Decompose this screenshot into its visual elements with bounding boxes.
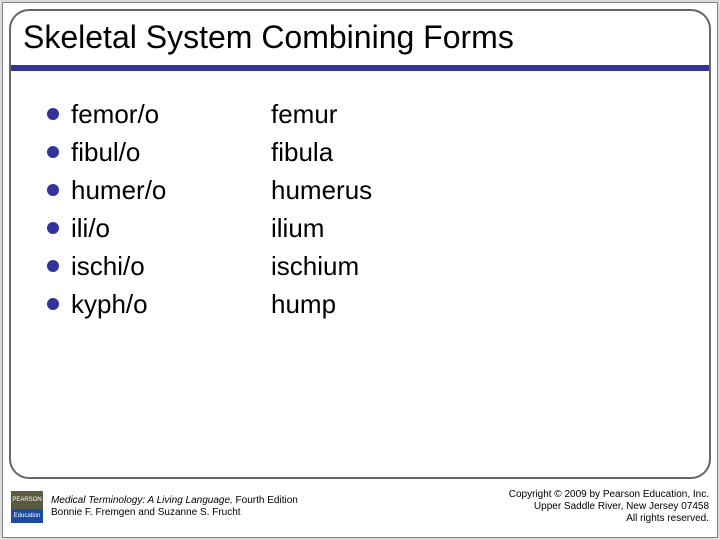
- list-item: humerus: [271, 171, 372, 209]
- bullet-icon: [47, 260, 59, 272]
- bullet-icon: [47, 146, 59, 158]
- list-item: kyph/o: [47, 285, 211, 323]
- list-item: fibula: [271, 133, 372, 171]
- bullet-icon: [47, 298, 59, 310]
- term-text: ili/o: [71, 213, 211, 244]
- list-item: ischi/o: [47, 247, 211, 285]
- term-text: kyph/o: [71, 289, 211, 320]
- logo-top-text: PEARSON: [11, 491, 43, 509]
- list-item: femur: [271, 95, 372, 133]
- logo-bottom-text: Education: [11, 509, 43, 523]
- list-item: humer/o: [47, 171, 211, 209]
- meaning-text: hump: [271, 289, 336, 320]
- slide: Skeletal System Combining Forms femor/o …: [2, 2, 718, 538]
- footer: PEARSON Education Medical Terminology: A…: [11, 483, 709, 531]
- bullet-icon: [47, 108, 59, 120]
- term-text: fibul/o: [71, 137, 211, 168]
- citation-authors: Bonnie F. Fremgen and Suzanne S. Frucht: [51, 507, 298, 519]
- meaning-text: ilium: [271, 213, 324, 244]
- list-item: ilium: [271, 209, 372, 247]
- term-text: ischi/o: [71, 251, 211, 282]
- title-underline: [11, 65, 709, 71]
- copyright-line: Upper Saddle River, New Jersey 07458: [509, 501, 709, 513]
- meanings-column: femur fibula humerus ilium ischium hump: [271, 95, 372, 323]
- bullet-icon: [47, 222, 59, 234]
- meaning-text: ischium: [271, 251, 359, 282]
- copyright-line: All rights reserved.: [509, 513, 709, 525]
- list-item: ili/o: [47, 209, 211, 247]
- copyright-line: Copyright © 2009 by Pearson Education, I…: [509, 489, 709, 501]
- list-item: femor/o: [47, 95, 211, 133]
- copyright: Copyright © 2009 by Pearson Education, I…: [509, 489, 709, 525]
- citation-title: Medical Terminology: A Living Language,: [51, 495, 233, 506]
- meaning-text: femur: [271, 99, 337, 130]
- bullet-icon: [47, 184, 59, 196]
- list-item: fibul/o: [47, 133, 211, 171]
- terms-column: femor/o fibul/o humer/o ili/o ischi/o ky…: [47, 95, 211, 323]
- list-item: ischium: [271, 247, 372, 285]
- citation: Medical Terminology: A Living Language, …: [51, 495, 298, 519]
- meaning-text: humerus: [271, 175, 372, 206]
- term-text: humer/o: [71, 175, 211, 206]
- meaning-text: fibula: [271, 137, 333, 168]
- pearson-logo: PEARSON Education: [11, 491, 43, 523]
- content-area: femor/o fibul/o humer/o ili/o ischi/o ky…: [47, 95, 372, 323]
- slide-title: Skeletal System Combining Forms: [23, 19, 514, 56]
- term-text: femor/o: [71, 99, 211, 130]
- list-item: hump: [271, 285, 372, 323]
- footer-left: PEARSON Education Medical Terminology: A…: [11, 491, 298, 523]
- citation-edition: Fourth Edition: [233, 495, 298, 506]
